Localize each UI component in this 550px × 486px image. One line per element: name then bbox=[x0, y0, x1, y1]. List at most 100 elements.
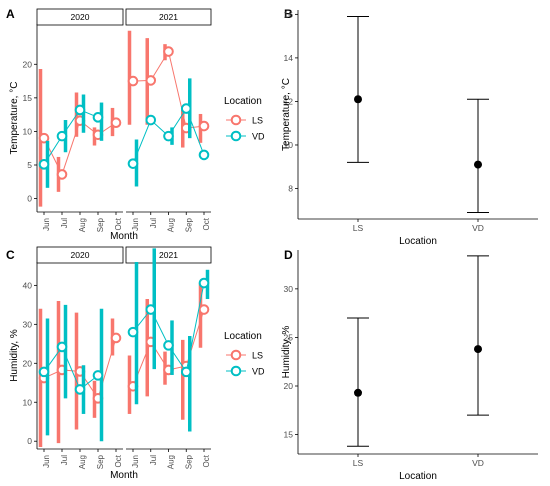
panel-a-x-tick-label: Oct bbox=[202, 217, 211, 230]
panel-a-legend-label-LS: LS bbox=[252, 116, 263, 126]
panel-a-x-axis-title: Month bbox=[110, 231, 138, 242]
panel-a-point-VD bbox=[127, 158, 139, 169]
panel-a-legend-key-point-VD bbox=[230, 130, 242, 142]
panel-d-mean-point-LS bbox=[354, 388, 362, 397]
panel-c-point-VD bbox=[92, 370, 104, 381]
panel-b-x-tick-label: LS bbox=[353, 223, 364, 233]
panel-b-x-tick-label: VD bbox=[472, 223, 484, 233]
panel-a-point-VD bbox=[163, 130, 174, 142]
panel-a-x-tick-label: Jun bbox=[131, 218, 140, 231]
panel-c-legend-key-point-LS bbox=[230, 349, 242, 361]
panel-c-legend-label-VD: VD bbox=[252, 367, 265, 377]
panel-c-point-VD bbox=[74, 384, 86, 395]
panel-b-y-tick-label: 10 bbox=[284, 140, 294, 150]
panel-c-y-axis-title: Humidity, % bbox=[9, 329, 20, 382]
panel-letter-d: D bbox=[284, 248, 293, 262]
panel-a-point-VD bbox=[38, 159, 50, 170]
panel-a-line-VD-2020 bbox=[43, 109, 99, 165]
panel-c-legend-key-point-VD bbox=[230, 365, 242, 377]
panel-c-x-tick-label: Oct bbox=[202, 454, 211, 467]
panel-c-x-tick-label: Aug bbox=[167, 455, 176, 469]
panel-d-x-tick-label: VD bbox=[472, 458, 484, 468]
panel-b-y-tick-label: 8 bbox=[288, 184, 293, 194]
panel-d-y-tick-label: 20 bbox=[284, 381, 294, 391]
panel-d-y-axis-title: Humidity, % bbox=[281, 326, 292, 379]
panel-c-point-VD bbox=[198, 277, 210, 289]
panel-d-x-tick-label: LS bbox=[353, 458, 364, 468]
panel-a-y-tick-label: 15 bbox=[23, 93, 33, 103]
panel-d-mean-point-VD bbox=[474, 345, 482, 354]
panel-c-point-VD bbox=[145, 304, 157, 315]
panel-c-x-tick-label: Oct bbox=[114, 454, 123, 467]
panel-a-point-VD bbox=[145, 114, 157, 126]
panel-a-point-VD bbox=[180, 103, 192, 114]
panel-c-facet-strip-label: 2020 bbox=[71, 250, 90, 260]
panel-c-y-tick-label: 10 bbox=[23, 397, 33, 407]
panel-a-temperature-by-month: 0 5 10 15 20 Temperature, °C 2020 Jun Jul Aug Sep O… bbox=[9, 8, 265, 242]
panel-a-point-VD bbox=[198, 149, 210, 161]
panel-a-y-tick-label: 10 bbox=[23, 126, 33, 136]
panel-c-x-tick-label: Jul bbox=[149, 455, 158, 465]
panel-letter-c: C bbox=[6, 248, 15, 262]
panel-a-y-axis-title: Temperature, °C bbox=[9, 82, 20, 155]
panel-c-point-VD bbox=[56, 341, 68, 353]
panel-a-legend-key-point-LS bbox=[230, 114, 242, 126]
panel-c-point-LS bbox=[110, 332, 122, 344]
panel-a-x-tick-label: Aug bbox=[167, 218, 176, 232]
panel-b-temperature-by-location: 8 10 12 14 16 Temperature, °C LS VD Location bbox=[281, 9, 538, 247]
panel-c-point-VD bbox=[127, 326, 139, 338]
panel-d-x-axis-title: Location bbox=[399, 471, 437, 482]
panel-a-point-LS bbox=[127, 75, 139, 87]
panel-c-point-LS bbox=[198, 304, 210, 315]
panel-a-y-tick-label: 5 bbox=[27, 160, 32, 170]
panel-c-line-VD-2020 bbox=[43, 345, 99, 391]
panel-a-legend-label-VD: VD bbox=[252, 132, 265, 142]
panel-c-facet-strip-label: 2021 bbox=[159, 250, 178, 260]
panel-b-y-axis-title: Temperature, °C bbox=[281, 78, 292, 151]
panel-a-x-tick-label: Jun bbox=[42, 218, 51, 231]
panel-b-y-tick-label: 16 bbox=[284, 9, 294, 19]
panel-a-y-tick-label: 20 bbox=[23, 59, 33, 69]
panel-b-y-tick-label: 12 bbox=[284, 96, 294, 106]
panel-a-point-VD bbox=[92, 112, 104, 123]
panel-a-point-VD bbox=[74, 104, 86, 116]
panel-a-legend-title: Location bbox=[224, 96, 262, 107]
panel-a-point-LS bbox=[163, 46, 174, 57]
panel-b-mean-point-VD bbox=[474, 160, 482, 169]
panel-letter-a: A bbox=[6, 7, 15, 21]
panel-d-y-tick-label: 25 bbox=[284, 332, 294, 342]
panel-c-y-tick-label: 20 bbox=[23, 358, 33, 368]
panel-b-y-tick-label: 14 bbox=[284, 53, 294, 63]
panel-a-point-LS bbox=[56, 169, 68, 180]
panel-a-x-tick-label: Sep bbox=[96, 217, 105, 232]
panel-a-point-LS bbox=[38, 132, 50, 144]
panel-c-x-axis-title: Month bbox=[110, 470, 138, 481]
panel-a-y-tick-label: 0 bbox=[27, 194, 32, 204]
panel-a-facet-strip-label: 2020 bbox=[71, 12, 90, 22]
panel-d-y-tick-label: 30 bbox=[284, 284, 294, 294]
panel-c-humidity-by-month: 0 10 20 30 40 Humidity, % 2020 Jun Jul Aug Sep Oct 2… bbox=[9, 246, 265, 481]
panel-d-y-tick-label: 15 bbox=[284, 430, 294, 440]
panel-a-point-VD bbox=[56, 130, 68, 142]
panel-a-point-LS bbox=[198, 120, 210, 132]
panel-a-facet-strip-2021 bbox=[125, 8, 212, 26]
panel-a-x-tick-label: Aug bbox=[78, 218, 87, 232]
panel-c-y-tick-label: 40 bbox=[23, 280, 33, 290]
panel-a-x-tick-label: Jul bbox=[60, 218, 69, 228]
panel-a-facet-strip-2020 bbox=[36, 8, 124, 26]
panel-a-point-LS bbox=[145, 75, 157, 86]
panel-c-x-tick-label: Sep bbox=[184, 454, 193, 469]
panel-c-point-VD bbox=[180, 366, 192, 378]
panel-letter-b: B bbox=[284, 7, 293, 21]
panel-c-y-tick-label: 30 bbox=[23, 319, 33, 329]
panel-c-y-tick-label: 0 bbox=[27, 436, 32, 446]
panel-a-x-tick-label: Sep bbox=[184, 217, 193, 232]
panel-a-x-tick-label: Oct bbox=[114, 217, 123, 230]
panel-b-mean-point-LS bbox=[354, 95, 362, 104]
panel-d-humidity-by-location: 15 20 25 30 Humidity, % LS VD Location bbox=[281, 250, 538, 482]
panel-c-x-tick-label: Jun bbox=[131, 455, 140, 468]
panel-c-facet-strip-2020 bbox=[36, 246, 124, 264]
panel-c-x-tick-label: Jun bbox=[42, 455, 51, 468]
